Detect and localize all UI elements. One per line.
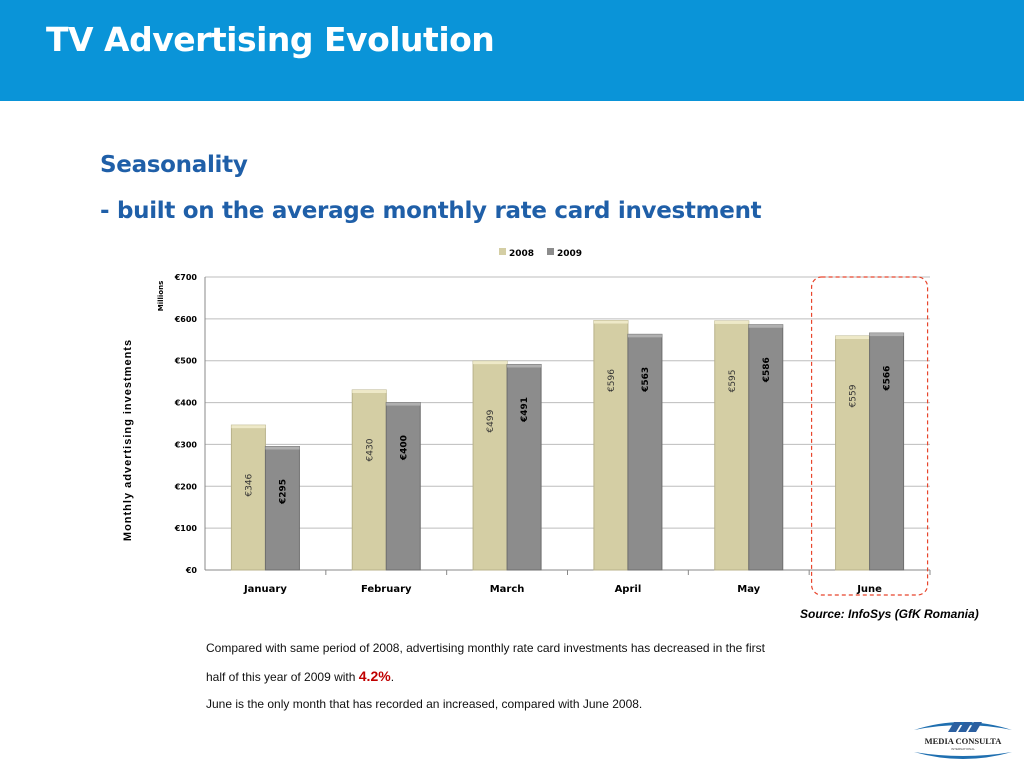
- section-title: Seasonality: [100, 152, 248, 178]
- y-axis-label: Monthly advertising investments: [122, 338, 134, 542]
- bar-2008: [351, 389, 387, 571]
- bar-top-highlight: [265, 446, 300, 450]
- legend-label: 2009: [557, 249, 582, 259]
- note-line-3: June is the only month that has recorded…: [206, 697, 643, 711]
- data-label: €596: [607, 369, 617, 392]
- bar-top-highlight: [835, 336, 870, 340]
- bar-top-highlight: [748, 324, 783, 328]
- data-label: €559: [849, 384, 859, 407]
- y-tick-label: €500: [174, 357, 198, 366]
- x-tick-label: June: [856, 584, 882, 595]
- bar-2008: [593, 320, 629, 571]
- y-tick-label: €400: [174, 399, 198, 408]
- bar-top-highlight: [869, 333, 904, 337]
- bar-2009: [869, 332, 905, 571]
- x-tick-label: February: [361, 584, 412, 595]
- svg-text:INTERNATIONAL: INTERNATIONAL: [951, 747, 975, 751]
- highlight-box: [810, 276, 929, 596]
- bar-2009: [748, 324, 784, 571]
- decrease-percent: 4.2%: [358, 668, 391, 684]
- bar-top-highlight: [386, 402, 421, 406]
- bar-top-highlight: [627, 334, 662, 338]
- data-label: €499: [486, 409, 496, 432]
- data-label: €563: [641, 367, 651, 393]
- data-label: €295: [278, 479, 288, 505]
- y-tick-label: €300: [174, 440, 198, 449]
- page-title: TV Advertising Evolution: [46, 20, 495, 59]
- data-label: €346: [244, 473, 254, 496]
- bar-top-highlight: [352, 390, 387, 394]
- section-subtitle: - built on the average monthly rate card…: [100, 198, 762, 224]
- legend-swatch: [547, 248, 554, 255]
- y-tick-label: €0: [185, 566, 198, 575]
- legend-label: 2008: [509, 249, 534, 259]
- data-label: €566: [883, 366, 893, 392]
- bar-2008: [835, 335, 871, 571]
- x-tick-label: May: [737, 584, 760, 595]
- bar-2008: [472, 360, 508, 571]
- bar-top-highlight: [507, 364, 542, 368]
- data-label: €400: [399, 435, 409, 461]
- y-tick-label: €200: [174, 482, 198, 491]
- svg-text:MEDIA CONSULTA: MEDIA CONSULTA: [925, 736, 1003, 746]
- header-bar: TV Advertising Evolution: [0, 0, 1024, 101]
- bar-top-highlight: [593, 320, 628, 324]
- bar-2009: [264, 446, 300, 571]
- bar-2008: [230, 424, 266, 571]
- y-unit-label: Millions: [157, 281, 165, 312]
- x-tick-label: March: [490, 584, 525, 595]
- note-line-2: half of this year of 2009 with 4.2%.: [206, 668, 394, 684]
- data-label: €586: [762, 357, 772, 383]
- note-text: half of this year of 2009 with: [206, 670, 359, 684]
- y-tick-label: €700: [174, 273, 198, 282]
- bar-2008: [714, 320, 750, 571]
- data-label: €430: [365, 438, 375, 461]
- bar-top-highlight: [473, 361, 508, 365]
- note-line-1: Compared with same period of 2008, adver…: [206, 641, 765, 655]
- bar-top-highlight: [714, 320, 749, 324]
- bar-2009: [627, 333, 663, 571]
- data-label: €595: [728, 369, 738, 392]
- bar-2009: [385, 402, 421, 571]
- bar-top-highlight: [231, 425, 266, 429]
- legend-swatch: [499, 248, 506, 255]
- x-tick-label: April: [615, 584, 642, 595]
- data-label: €491: [520, 397, 530, 423]
- x-tick-label: January: [243, 584, 287, 595]
- bar-chart: €0 €100 €200 €300 €400 €500 €600 €700 Millions Ja…: [157, 248, 931, 596]
- source-note: Source: InfoSys (GfK Romania): [800, 607, 979, 621]
- y-tick-label: €100: [174, 524, 198, 533]
- bar-2009: [506, 363, 542, 571]
- media-consulta-logo: MEDIA CONSULTA INTERNATIONAL: [914, 722, 1012, 759]
- y-tick-label: €600: [174, 315, 198, 324]
- note-text: .: [390, 670, 395, 684]
